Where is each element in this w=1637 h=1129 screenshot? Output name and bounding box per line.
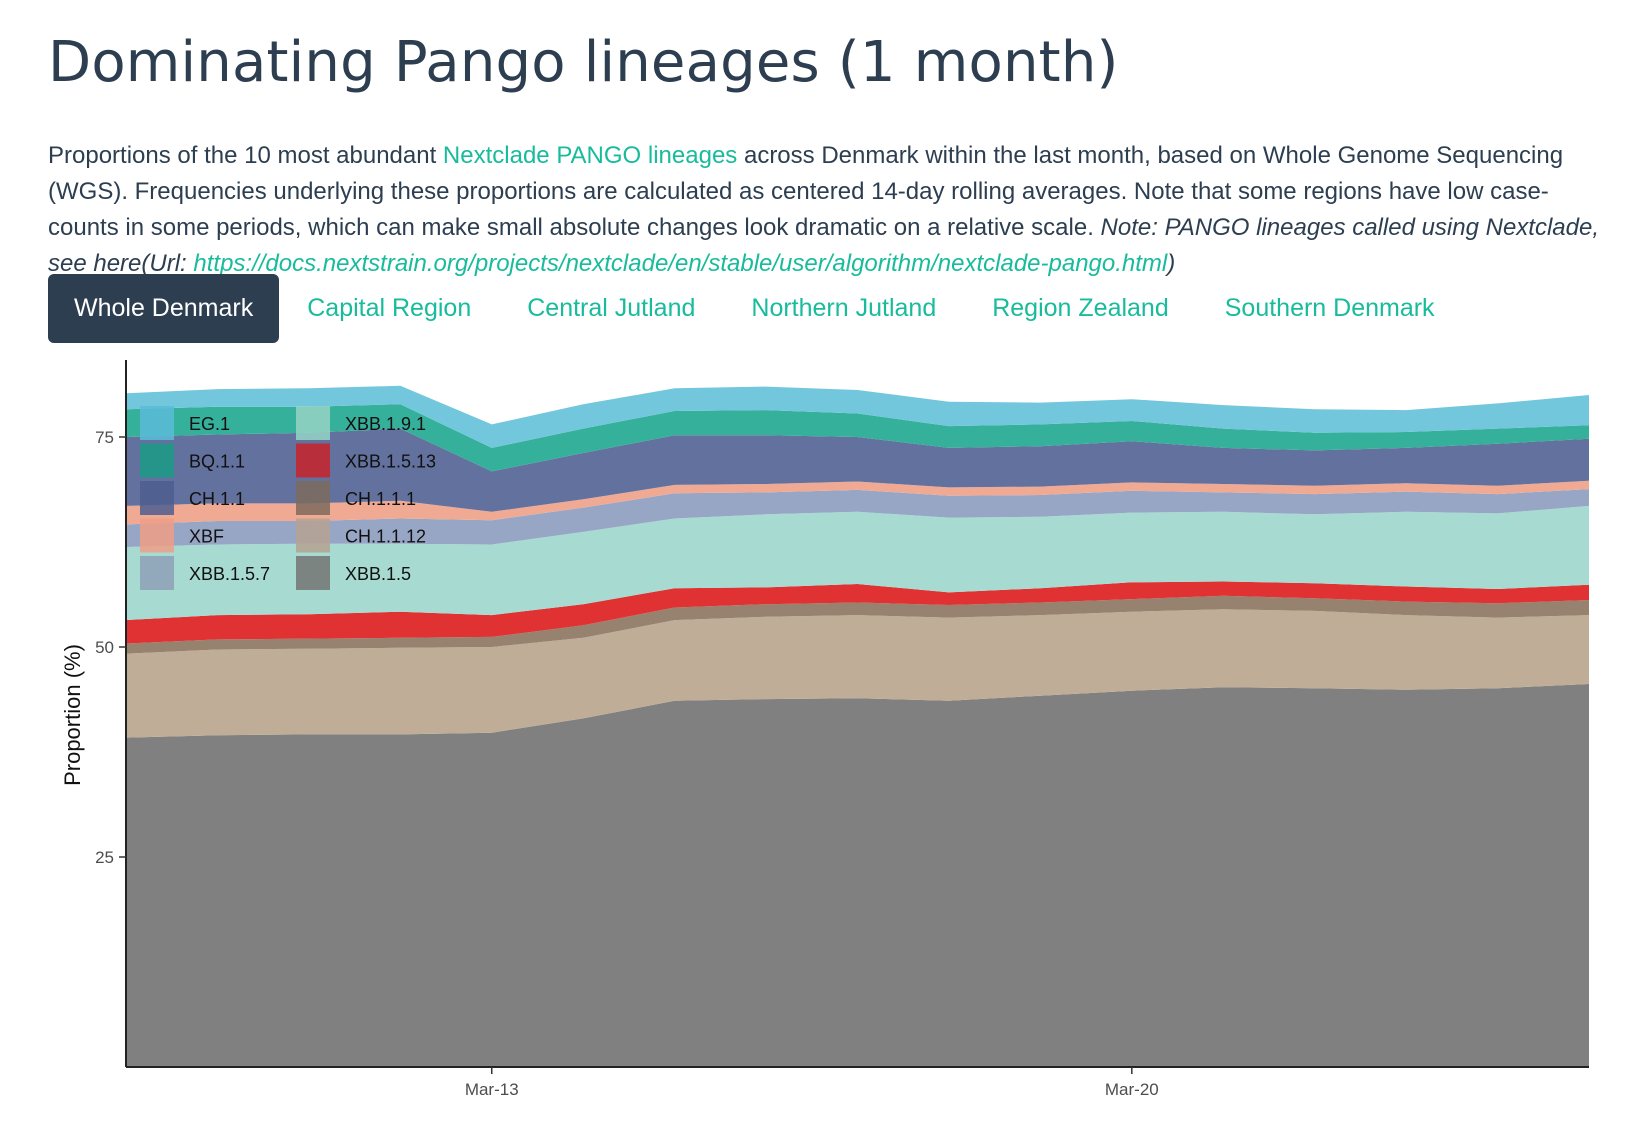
legend-swatch-ch-1-1: [140, 481, 174, 515]
area-ch-1-1-12: [126, 609, 1589, 738]
tab-capital-region[interactable]: Capital Region: [307, 294, 472, 322]
area-xbb-1-5-13: [126, 581, 1589, 644]
tab-southern-denmark[interactable]: Southern Denmark: [1224, 294, 1435, 322]
legend-label-xbb-1-5-7: XBB.1.5.7: [189, 564, 270, 584]
area-layers: [126, 385, 1589, 1067]
y-tick-label: 25: [95, 848, 114, 867]
legend-swatch-ch-1-1-1: [296, 481, 330, 515]
area-ch-1-1: [126, 428, 1589, 512]
legend-label-xbb-1-9-1: XBB.1.9.1: [345, 414, 426, 434]
x-tick-label: Mar-20: [1105, 1080, 1159, 1099]
legend-label-xbb-1-5: XBB.1.5: [345, 564, 411, 584]
chart-legend: EG.1 BQ.1.1 CH.1.1 XBF XBB.1.5.7 XBB.1.9.1 XBB…: [140, 406, 436, 590]
nextclade-link[interactable]: Nextclade PANGO lineages: [442, 142, 738, 169]
y-tick-label: 50: [95, 638, 114, 657]
legend-label-eg-1: EG.1: [189, 414, 230, 434]
legend-label-bq-1-1: BQ.1.1: [189, 452, 245, 472]
legend-swatch-xbb-1-5-13: [296, 443, 330, 478]
area-xbf: [126, 480, 1589, 525]
area-xbb-1-5: [126, 684, 1589, 1067]
legend-label-xbf: XBF: [189, 527, 224, 547]
region-tabs: Whole Denmark Capital Region Central Jut…: [48, 274, 1463, 343]
legend-swatch-xbb-1-9-1: [296, 406, 330, 440]
description: Proportions of the 10 most abundant Next…: [48, 138, 1608, 282]
tab-whole-denmark[interactable]: Whole Denmark: [48, 274, 280, 343]
area-xbb-1-5-7: [126, 489, 1589, 547]
legend-label-xbb-1-5-13: XBB.1.5.13: [345, 452, 436, 472]
area-ch-1-1-1: [126, 595, 1589, 654]
area-xbb-1-9-1: [126, 505, 1589, 621]
legend-label-ch-1-1: CH.1.1: [189, 489, 245, 509]
legend-swatch-xbf: [140, 518, 174, 553]
tab-central-jutland[interactable]: Central Jutland: [527, 294, 696, 322]
desc-text-2: across Denmark within the last month, ba…: [48, 142, 1564, 241]
y-tick-label: 75: [95, 428, 114, 447]
desc-text-1: Proportions of the 10 most abundant: [48, 142, 443, 169]
area-bq-1-1: [126, 404, 1589, 472]
desc-note: Note: PANGO lineages called using Nextcl…: [48, 214, 1599, 277]
x-tick-label: Mar-13: [465, 1080, 519, 1099]
y-axis-title: Proportion (%): [60, 644, 85, 786]
desc-note-text: Note: PANGO lineages called using Nextcl…: [48, 214, 1600, 277]
legend-swatch-ch-1-1-12: [296, 518, 330, 553]
desc-note-close: ): [1167, 250, 1176, 277]
legend-swatch-xbb-1-5: [296, 556, 330, 590]
legend-label-ch-1-1-1: CH.1.1.1: [345, 489, 416, 509]
legend-swatch-xbb-1-5-7: [140, 556, 174, 590]
legend-swatch-eg-1: [140, 406, 174, 440]
page-title: Dominating Pango lineages (1 month): [48, 30, 1119, 95]
chart-axes: 25 50 75 Mar-13 Mar-20 Proportion (%): [60, 360, 1589, 1099]
legend-swatch-bq-1-1: [140, 443, 174, 478]
tab-northern-jutland[interactable]: Northern Jutland: [751, 294, 937, 322]
tab-region-zealand[interactable]: Region Zealand: [992, 294, 1169, 322]
area-eg-1: [126, 385, 1589, 448]
legend-label-ch-1-1-12: CH.1.1.12: [345, 527, 426, 547]
nextclade-pango-url-link[interactable]: https://docs.nextstrain.org/projects/nex…: [193, 250, 1168, 277]
